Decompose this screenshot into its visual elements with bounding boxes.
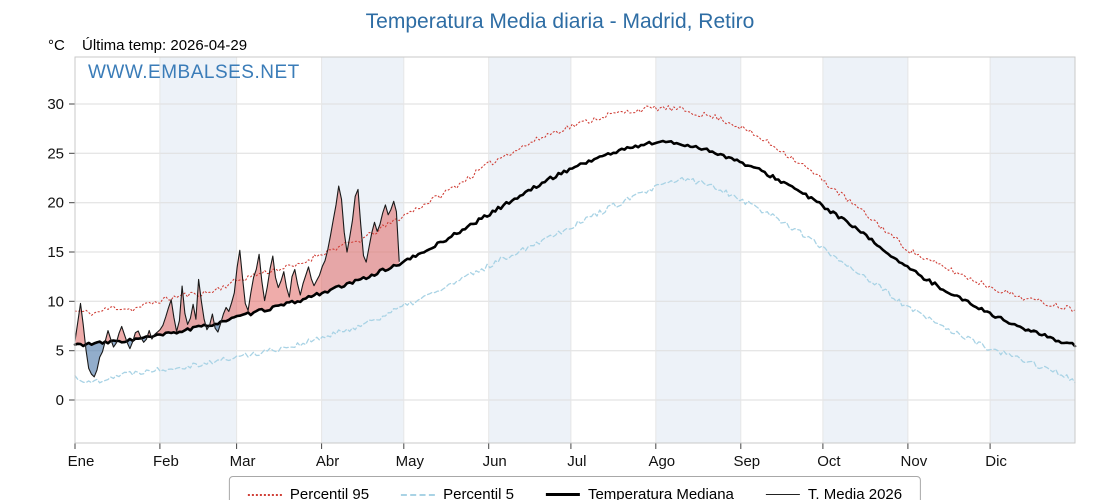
y-tick-label: 5 xyxy=(56,343,64,360)
legend-label-tmedia-2026: T. Media 2026 xyxy=(807,486,903,500)
plot-border xyxy=(74,56,1076,444)
series-temperatura-mediana xyxy=(73,139,1077,348)
x-tick-label: May xyxy=(396,453,425,470)
month-band xyxy=(990,57,1075,443)
last-temp-label: Última temp: 2026-04-29 xyxy=(82,37,248,54)
y-tick-label: 25 xyxy=(47,145,64,162)
percentil-95-line-icon xyxy=(247,493,282,496)
y-tick-label: 0 xyxy=(56,392,64,409)
x-tick-label: Sep xyxy=(733,453,760,470)
month-band xyxy=(159,57,237,443)
month-band xyxy=(822,57,908,443)
x-tick-label: Ene xyxy=(68,453,95,470)
x-tick-label: Ago xyxy=(648,453,675,470)
x-tick-label: Jun xyxy=(483,453,507,470)
mediana-line-icon xyxy=(545,493,580,496)
watermark-text: WWW.EMBALSES.NET xyxy=(88,62,300,83)
page-title: Temperatura Media diaria - Madrid, Retir… xyxy=(365,10,755,33)
y-axis-unit-label: °C xyxy=(48,37,65,54)
x-tick-label: Oct xyxy=(817,453,841,470)
x-tick-label: Dic xyxy=(985,453,1007,470)
x-tick-label: Nov xyxy=(901,453,928,470)
y-tick-label: 15 xyxy=(47,244,64,261)
legend: Percentil 95 Percentil 5 Temperatura Med… xyxy=(228,476,922,500)
x-tick-label: Jul xyxy=(567,453,586,470)
y-tick-label: 20 xyxy=(47,195,64,212)
percentil-5-line-icon xyxy=(401,493,436,496)
x-tick-label: Abr xyxy=(316,453,339,470)
x-tick-label: Feb xyxy=(153,453,179,470)
month-band xyxy=(488,57,571,443)
legend-label-mediana: Temperatura Mediana xyxy=(587,486,734,500)
y-tick-label: 30 xyxy=(47,96,64,113)
fill-above-median xyxy=(75,186,400,347)
x-tick-label: Mar xyxy=(230,453,256,470)
series-percentil-95 xyxy=(74,105,1076,316)
legend-item-percentil-5: Percentil 5 xyxy=(401,486,514,500)
legend-item-tmedia-2026: T. Media 2026 xyxy=(765,486,903,500)
legend-label-percentil-95: Percentil 95 xyxy=(289,486,370,500)
series-percentil-5 xyxy=(74,176,1076,384)
y-tick-label: 10 xyxy=(47,293,64,310)
legend-item-mediana: Temperatura Mediana xyxy=(545,486,734,500)
legend-item-percentil-95: Percentil 95 xyxy=(247,486,370,500)
legend-label-percentil-5: Percentil 5 xyxy=(443,486,514,500)
month-band xyxy=(655,57,741,443)
series-t-media-2026 xyxy=(74,185,400,378)
tmedia-2026-line-icon xyxy=(765,494,800,495)
